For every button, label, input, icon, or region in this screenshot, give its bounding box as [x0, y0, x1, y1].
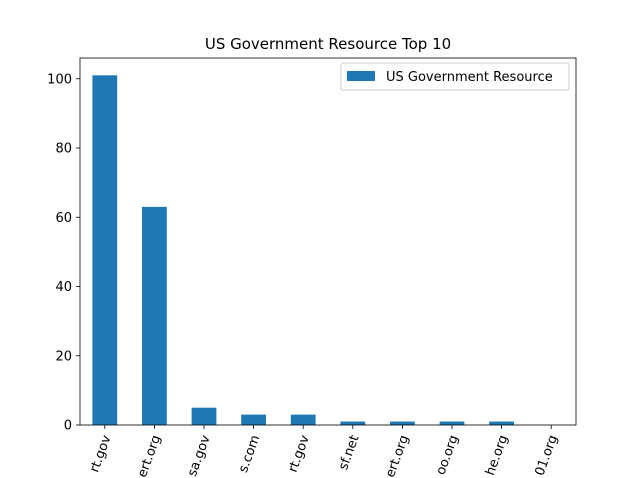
x-tick-label-9: 01.org [532, 433, 560, 478]
legend-label: US Government Resource [386, 70, 553, 85]
bar-4 [290, 414, 316, 425]
legend: US Government Resource [340, 62, 570, 91]
x-tick-label-5: sf.net [336, 433, 362, 472]
bar-2 [191, 407, 217, 425]
y-tick-label-3: 60 [55, 211, 72, 226]
x-tick-label-6: ert.org [383, 433, 412, 478]
bar-1 [142, 206, 167, 425]
y-tick-label-1: 20 [55, 349, 72, 364]
legend-frame [340, 62, 570, 91]
x-tick-label-8: he.org [483, 433, 511, 477]
bar-3 [241, 414, 266, 425]
bar-5 [340, 421, 366, 425]
y-tick-label-2: 40 [55, 280, 72, 295]
y-tick-label-4: 80 [55, 142, 72, 157]
plot-frame [79, 57, 577, 426]
legend-swatch [347, 71, 375, 81]
bars-layer [92, 75, 514, 425]
x-tick-label-4: rt.gov [286, 433, 313, 475]
bar-7 [439, 421, 465, 425]
x-tick-label-1: ert.org [135, 433, 164, 478]
bar-6 [390, 421, 415, 425]
x-tick-label-7: oo.org [434, 433, 462, 477]
x-tick-label-2: sa.gov [185, 433, 214, 478]
x-tick-label-0: rt.gov [87, 433, 114, 475]
bar-0 [92, 75, 118, 425]
y-tick-label-0: 0 [64, 419, 72, 434]
bar-8 [489, 421, 514, 425]
x-tick-label-3: s.com [236, 433, 263, 474]
y-tick-label-5: 100 [47, 72, 72, 87]
chart-title: US Government Resource Top 10 [205, 35, 451, 53]
